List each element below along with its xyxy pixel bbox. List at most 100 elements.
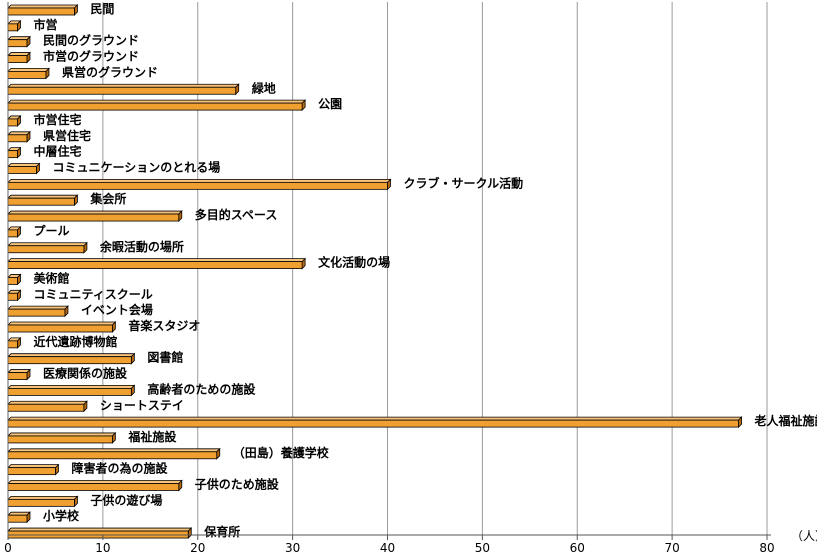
bar-14 xyxy=(7,225,22,238)
bar-front-face xyxy=(7,181,388,190)
bar-top-face xyxy=(7,258,307,263)
category-label-23: 医療関係の施設 xyxy=(43,366,128,381)
bar-front-face xyxy=(7,277,18,285)
category-label-28: （田島）養護学校 xyxy=(233,445,330,460)
bar-15 xyxy=(7,241,88,254)
bar-6 xyxy=(7,99,307,112)
category-label-24: 高齢者のための施設 xyxy=(147,381,256,396)
bar-front-face xyxy=(7,55,28,63)
category-label-20: 音楽スタジオ xyxy=(128,318,200,333)
bar-9 xyxy=(7,146,22,159)
bars-group xyxy=(7,4,743,540)
bar-top-face xyxy=(7,99,307,104)
category-label-10: コミュニケーションのとれる場 xyxy=(52,160,220,175)
category-label-12: 集会所 xyxy=(89,191,126,206)
category-label-1: 市営 xyxy=(33,17,57,32)
category-label-31: 子供の遊び場 xyxy=(90,492,162,507)
bar-top-face xyxy=(7,321,117,326)
category-label-17: 美術館 xyxy=(33,270,69,285)
bar-front-face xyxy=(7,7,75,16)
bar-top-face xyxy=(7,384,136,389)
bar-28 xyxy=(7,447,221,460)
category-label-14: プール xyxy=(33,223,69,238)
bar-top-face xyxy=(7,163,41,167)
bar-front-face xyxy=(7,514,28,523)
bar-top-face xyxy=(7,52,31,56)
bar-front-face xyxy=(7,261,303,270)
bar-3 xyxy=(7,51,31,64)
bar-top-face xyxy=(7,242,88,247)
bar-front-face xyxy=(7,324,113,333)
bar-front-face xyxy=(7,39,28,48)
bar-16 xyxy=(7,257,307,270)
bar-front-face xyxy=(7,134,28,143)
bar-11 xyxy=(7,178,392,191)
bar-front-face xyxy=(7,86,237,95)
bar-0 xyxy=(7,4,79,16)
bar-24 xyxy=(7,384,136,397)
bar-top-face xyxy=(7,416,743,421)
bar-2 xyxy=(7,35,31,48)
bar-front-face xyxy=(7,150,18,159)
bar-top-face xyxy=(7,495,79,500)
bar-front-face xyxy=(7,308,66,317)
bar-33 xyxy=(7,527,193,540)
bar-top-face xyxy=(7,210,183,215)
bar-18 xyxy=(7,289,22,302)
bar-22 xyxy=(7,352,136,365)
bar-top-face xyxy=(7,305,69,310)
bar-front-face xyxy=(7,340,18,349)
bar-top-face xyxy=(7,83,240,88)
category-label-18: コミュニティスクール xyxy=(33,287,152,301)
category-label-5: 緑地 xyxy=(252,80,276,95)
category-label-8: 県営住宅 xyxy=(43,128,91,143)
bar-top-face xyxy=(7,68,50,72)
bar-27 xyxy=(7,431,117,444)
bar-10 xyxy=(7,162,41,175)
bar-front-face xyxy=(7,403,85,412)
category-label-9: 中層住宅 xyxy=(33,144,81,159)
x-tick-label-70: 70 xyxy=(664,541,679,552)
category-label-7: 市営住宅 xyxy=(33,112,81,127)
bar-top-face xyxy=(7,194,79,199)
bar-31 xyxy=(7,495,79,508)
bar-top-face xyxy=(7,353,136,358)
bar-front-face xyxy=(7,356,132,365)
category-label-0: 民間 xyxy=(90,2,114,16)
bar-front-face xyxy=(7,451,218,460)
category-label-30: 子供のため施設 xyxy=(195,477,280,492)
category-label-27: 福祉施設 xyxy=(127,429,177,444)
bar-front-face xyxy=(7,435,113,444)
x-tick-label-50: 50 xyxy=(475,541,490,552)
bar-4 xyxy=(7,67,50,80)
bar-front-face xyxy=(7,419,739,428)
bar-top-face xyxy=(7,36,31,41)
bar-top-face xyxy=(7,178,392,183)
bar-front-face xyxy=(7,387,132,396)
category-label-19: イベント会場 xyxy=(81,302,153,317)
category-label-11: クラブ・サークル活動 xyxy=(404,175,524,190)
bar-23 xyxy=(7,368,31,381)
x-tick-label-10: 10 xyxy=(95,541,110,552)
bar-8 xyxy=(7,130,31,143)
bar-top-face xyxy=(7,480,183,484)
bar-front-face xyxy=(7,245,85,254)
bar-17 xyxy=(7,273,22,286)
bar-front-face xyxy=(7,467,56,476)
bar-30 xyxy=(7,479,183,492)
bar-front-face xyxy=(7,372,28,380)
bar-top-face xyxy=(7,448,221,453)
bar-32 xyxy=(7,511,31,524)
bar-5 xyxy=(7,83,240,96)
x-tick-label-80: 80 xyxy=(759,541,774,552)
bar-top-face xyxy=(7,369,31,373)
bar-front-face xyxy=(7,71,47,79)
bar-front-face xyxy=(7,498,75,507)
bar-26 xyxy=(7,416,743,429)
bar-top-face xyxy=(7,4,79,9)
x-tick-label-20: 20 xyxy=(190,541,205,552)
x-axis-unit-label: （人） xyxy=(791,529,817,543)
category-label-32: 小学校 xyxy=(43,508,80,523)
bar-front-face xyxy=(7,483,180,491)
bar-25 xyxy=(7,400,88,413)
